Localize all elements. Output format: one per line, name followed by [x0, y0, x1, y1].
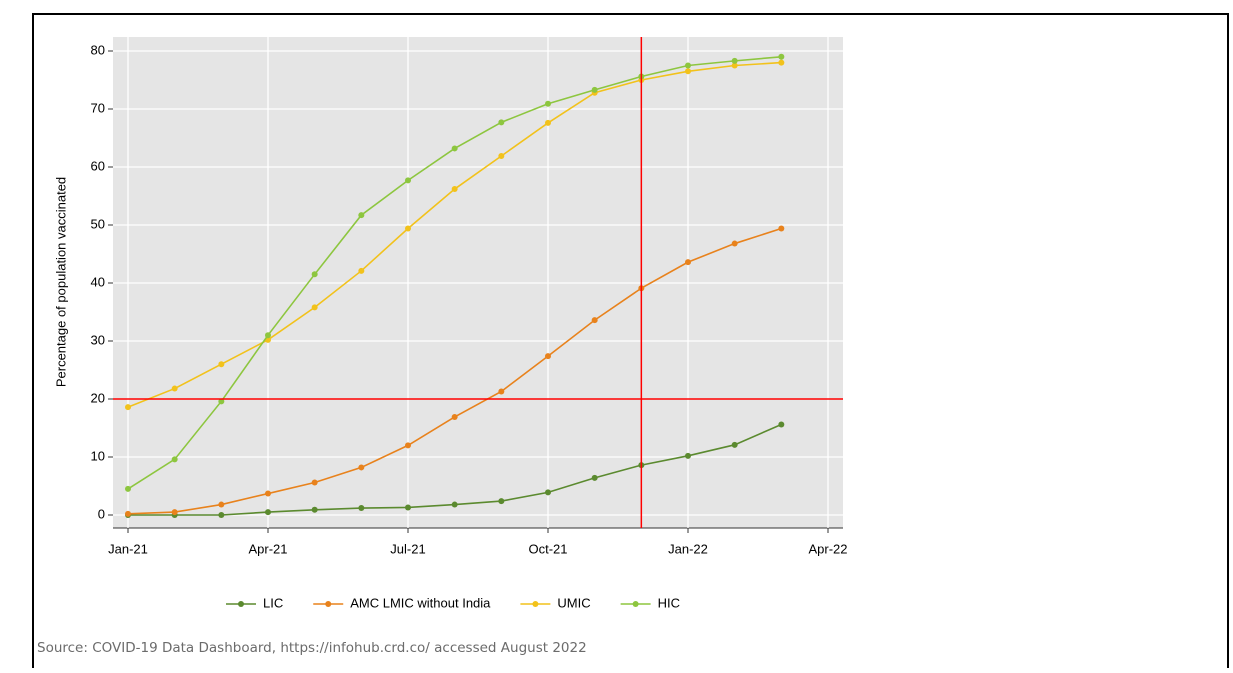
data-point	[405, 442, 411, 449]
data-point	[125, 485, 131, 492]
legend-label: LIC	[263, 595, 283, 610]
data-point	[218, 501, 225, 508]
data-point	[498, 119, 505, 126]
data-point	[498, 498, 505, 505]
data-point	[311, 479, 318, 486]
data-point	[778, 53, 785, 60]
x-tick-label: Jan-22	[668, 541, 708, 556]
data-point	[778, 59, 785, 66]
data-point	[218, 512, 225, 518]
y-tick-label: 80	[91, 42, 105, 57]
data-point	[498, 388, 505, 395]
data-point	[358, 212, 365, 219]
data-point	[265, 332, 271, 339]
data-point	[358, 267, 365, 274]
y-tick-label: 20	[91, 390, 105, 405]
data-point	[311, 304, 318, 311]
x-tick-label: Jul-21	[390, 541, 425, 556]
data-point	[451, 501, 458, 508]
data-point	[731, 240, 738, 247]
legend-label: UMIC	[557, 595, 590, 610]
data-point	[778, 421, 785, 428]
data-point	[358, 464, 365, 471]
data-point	[731, 57, 738, 64]
data-point	[218, 361, 225, 368]
data-point	[218, 398, 225, 405]
legend-label: AMC LMIC without India	[350, 595, 491, 610]
y-tick-label: 30	[91, 332, 105, 347]
data-point	[405, 504, 411, 511]
data-point	[498, 152, 505, 159]
data-point	[405, 225, 411, 232]
y-tick-label: 70	[91, 100, 105, 115]
data-point	[778, 225, 785, 232]
data-point	[171, 456, 178, 463]
data-point	[685, 62, 691, 69]
data-point	[265, 490, 271, 497]
data-point	[545, 353, 551, 360]
data-point	[311, 506, 318, 513]
data-point	[125, 510, 131, 517]
data-point	[125, 404, 131, 411]
data-point	[171, 385, 178, 392]
x-tick-label: Jan-21	[108, 541, 148, 556]
data-point	[591, 317, 598, 324]
y-axis-label: Percentage of population vaccinated	[53, 177, 68, 387]
x-tick-label: Apr-22	[808, 541, 847, 556]
data-point	[171, 509, 178, 516]
data-point	[731, 441, 738, 448]
y-tick-label: 50	[91, 216, 105, 231]
legend-key	[632, 601, 639, 607]
legend-label: HIC	[658, 595, 680, 610]
data-point	[685, 68, 691, 75]
y-tick-label: 40	[91, 274, 105, 289]
data-point	[311, 271, 318, 278]
data-point	[685, 452, 691, 459]
data-point	[358, 505, 365, 512]
data-point	[451, 186, 458, 193]
data-point	[451, 413, 458, 420]
legend-key	[325, 601, 332, 607]
data-point	[591, 474, 598, 481]
x-tick-label: Oct-21	[528, 541, 567, 556]
y-tick-label: 0	[98, 506, 105, 521]
data-point	[731, 62, 738, 69]
y-tick-label: 60	[91, 158, 105, 173]
data-point	[545, 100, 551, 107]
y-tick-label: 10	[91, 448, 105, 463]
frame	[32, 13, 1229, 673]
data-point	[405, 177, 411, 184]
source-note: Source: COVID-19 Data Dashboard, https:/…	[37, 640, 587, 656]
data-point	[265, 509, 271, 516]
x-tick-label: Apr-21	[248, 541, 287, 556]
legend-key	[238, 601, 244, 607]
data-point	[591, 86, 598, 93]
data-point	[545, 119, 551, 126]
data-point	[451, 145, 458, 152]
legend-key	[532, 601, 539, 607]
data-point	[545, 489, 551, 496]
data-point	[685, 259, 691, 266]
